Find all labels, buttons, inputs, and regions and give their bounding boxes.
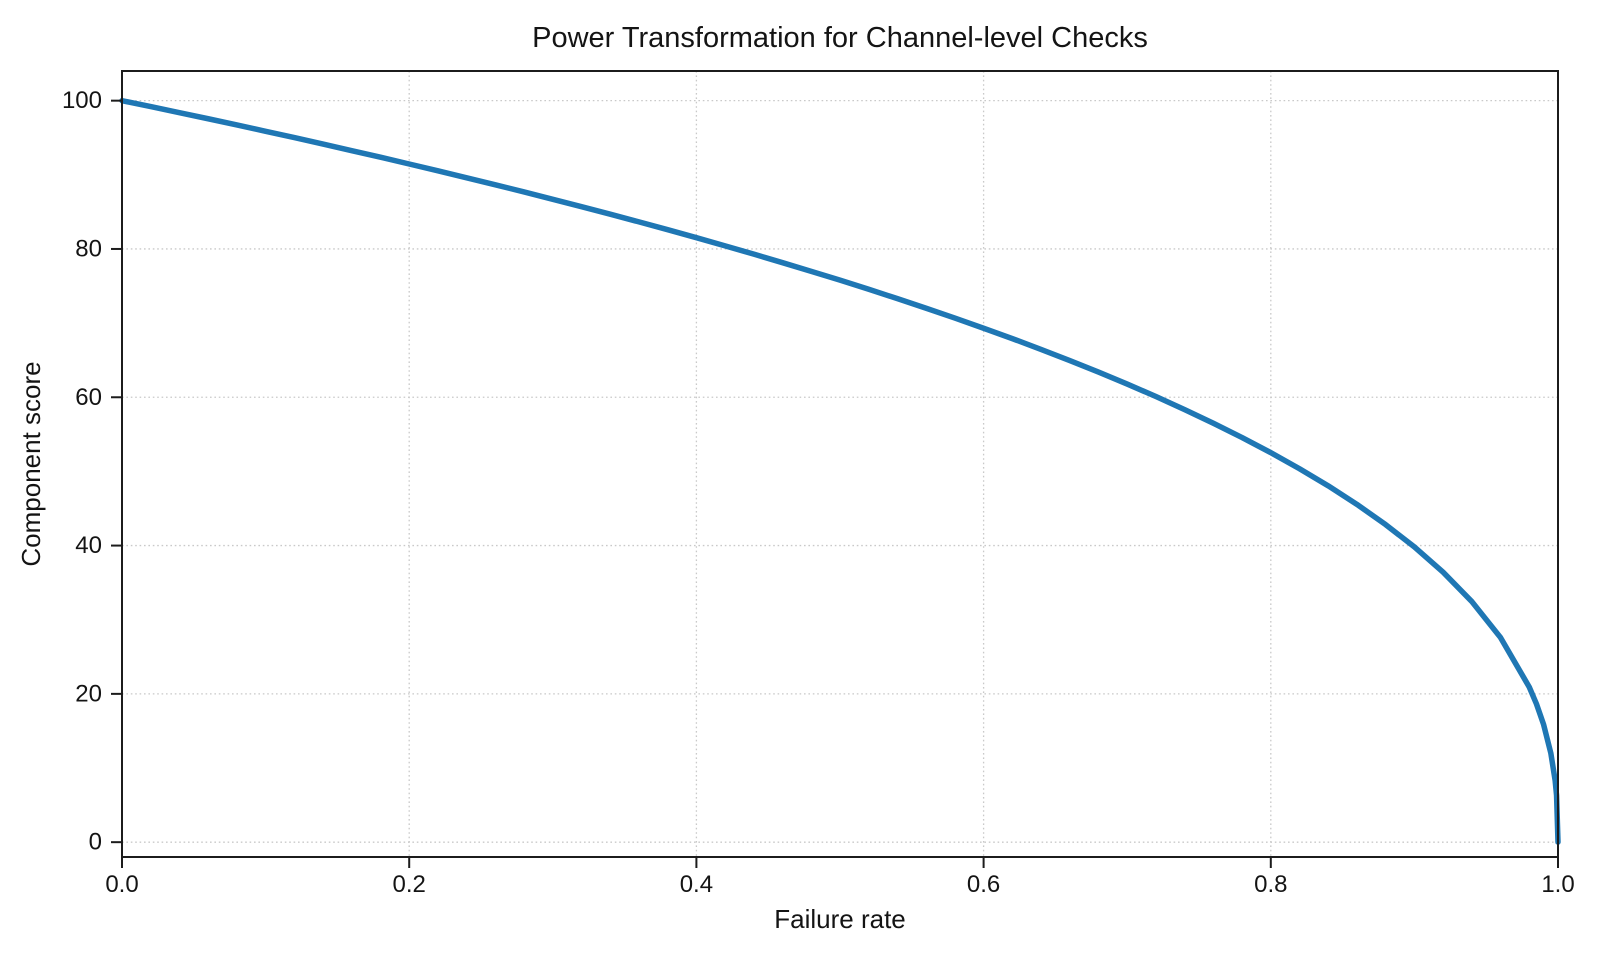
- series-line-component-score-curve: [119, 97, 1561, 845]
- tick-layer: 0.0 0.2 0.4 0.6 0.8 1.0 0 20 40 60 80 100: [62, 87, 1575, 898]
- x-tick-label: 0.8: [1254, 871, 1287, 898]
- x-tick-label: 0.2: [393, 871, 426, 898]
- x-tick-label: 0.4: [680, 871, 713, 898]
- y-tick-label: 0: [89, 829, 102, 856]
- label-layer: Power Transformation for Channel-level C…: [16, 22, 1148, 934]
- chart-title: Power Transformation for Channel-level C…: [532, 22, 1148, 54]
- y-tick-label: 100: [62, 87, 102, 114]
- plot-border: [121, 70, 1559, 858]
- x-axis-label: Failure rate: [774, 904, 906, 934]
- x-tick-label: 0.0: [105, 871, 138, 898]
- series-layer: [119, 97, 1561, 845]
- y-tick-label: 60: [75, 384, 102, 411]
- grid-layer: [121, 71, 1559, 857]
- x-tick-label: 1.0: [1541, 871, 1574, 898]
- x-tick-label: 0.6: [967, 871, 1000, 898]
- y-tick-label: 40: [75, 532, 102, 559]
- y-tick-label: 80: [75, 235, 102, 262]
- y-axis-label: Component score: [16, 361, 46, 566]
- y-tick-label: 20: [75, 680, 102, 707]
